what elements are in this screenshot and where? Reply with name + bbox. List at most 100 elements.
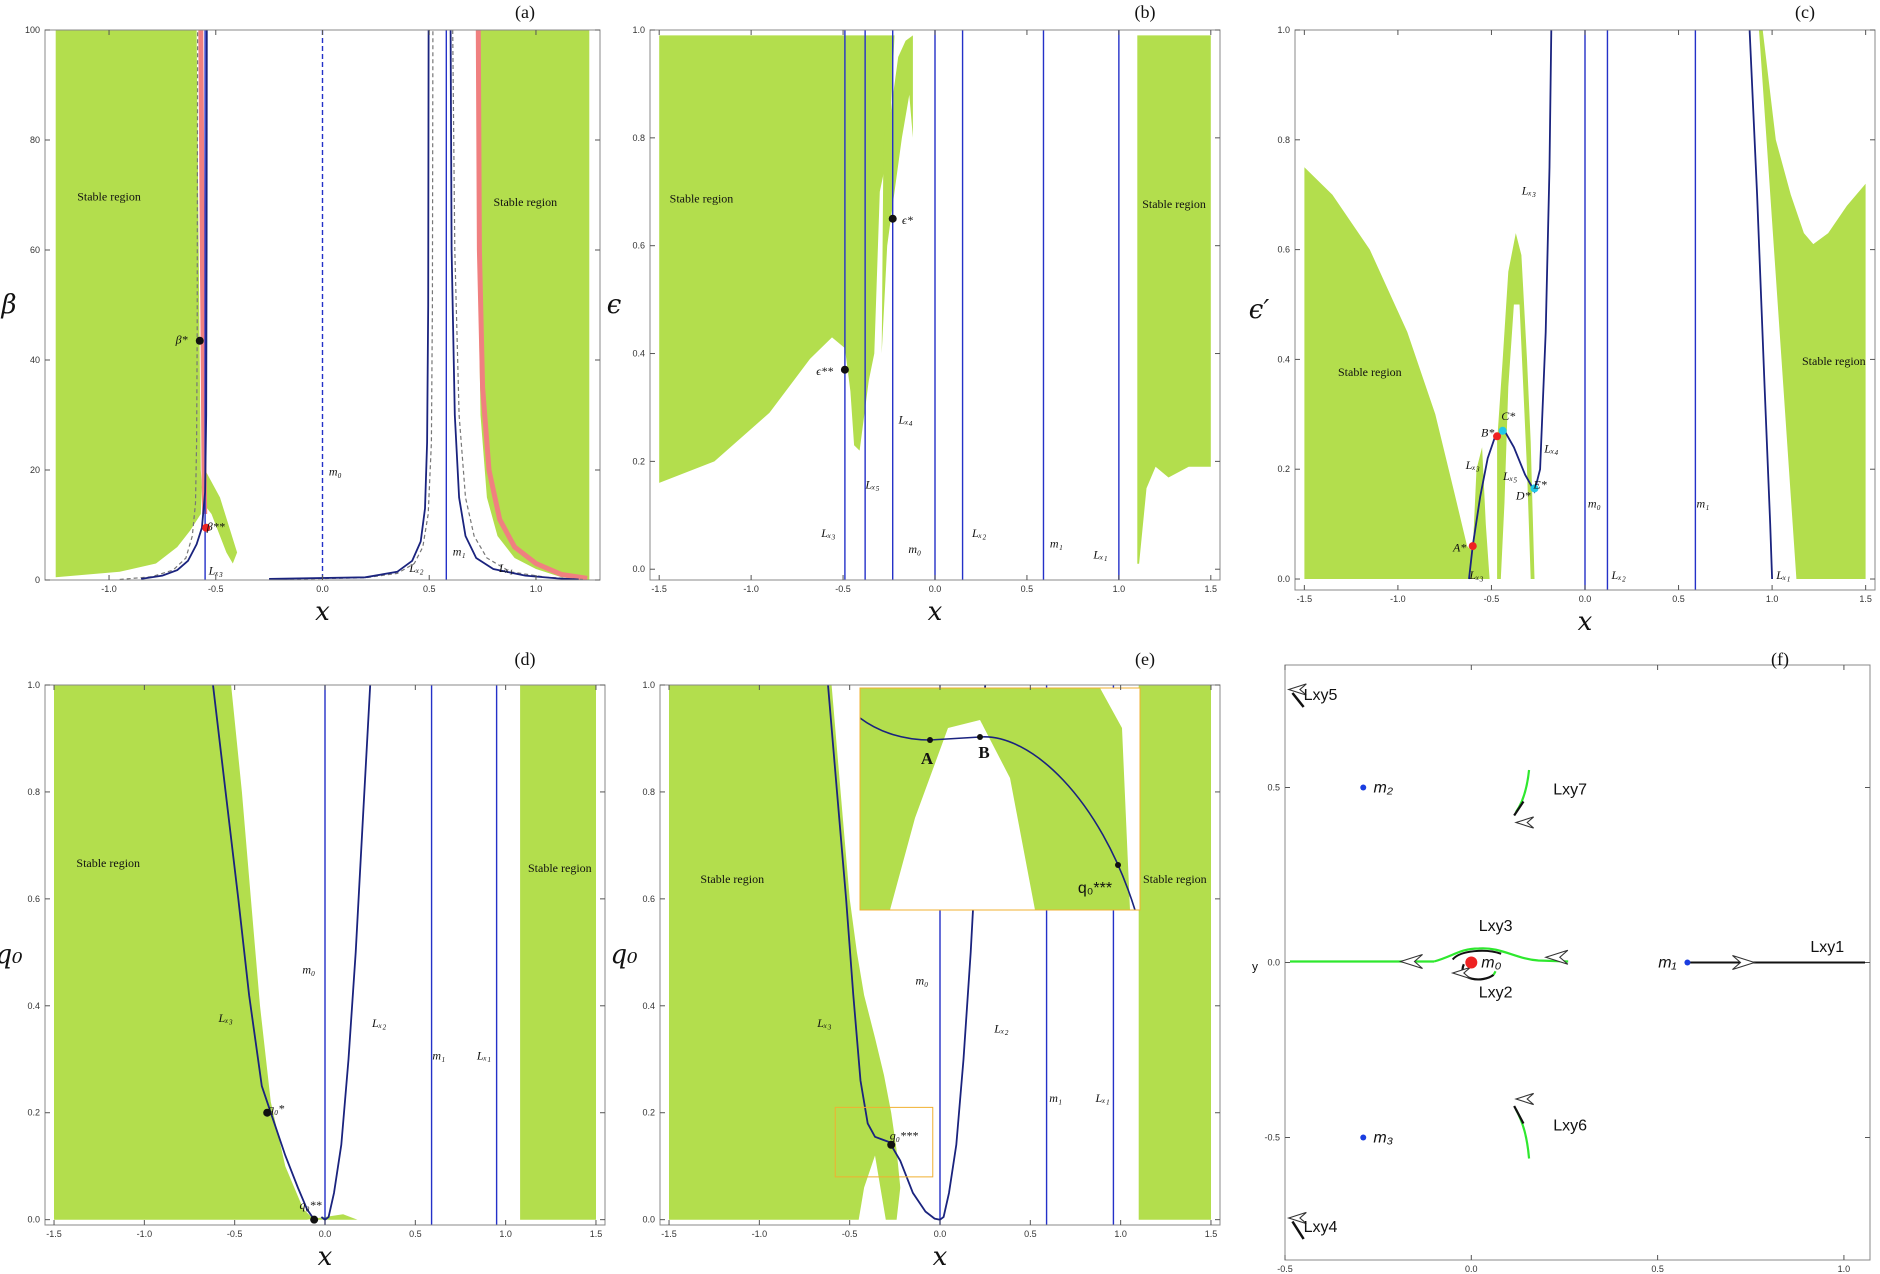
equilibrium-curve	[269, 30, 430, 580]
inset-stable-region	[860, 688, 1130, 910]
y-tick-label: 0.8	[632, 133, 645, 143]
x-axis-label: x	[315, 597, 330, 627]
y-axis-label: ϵ	[607, 290, 622, 320]
x-axis-label: x	[318, 1242, 333, 1272]
panel-label: (d)	[515, 649, 536, 670]
y-axis-label: y	[1252, 960, 1258, 974]
x-tick-label: 1.0	[1838, 1264, 1851, 1274]
x-tick-label: 0.5	[409, 1229, 422, 1239]
annotation-label: Stable region	[1802, 354, 1866, 368]
plot-area	[659, 30, 1211, 580]
x-axis-label: x	[1578, 607, 1593, 637]
equilibrium-curve	[827, 685, 941, 1221]
y-tick-label: 0.4	[632, 349, 645, 359]
panel-d: Stable region Stable region Lₓ₃ m₀ Lₓ₂ m₁ Lₓ₁ q…	[0, 649, 606, 1272]
annotation-label: Lₓ₃	[1468, 568, 1483, 582]
orbit-label: Lxy7	[1553, 782, 1587, 799]
panel-label: (e)	[1135, 649, 1155, 670]
y-axis-label: ϵ′	[1249, 295, 1270, 325]
annotation-label: Stable region	[493, 195, 557, 209]
x-tick-label: 1.0	[499, 1229, 512, 1239]
annotation-label: Stable region	[700, 872, 764, 886]
inset-label-b: B	[978, 743, 989, 762]
open-arrowhead-icon	[1286, 683, 1307, 696]
y-tick-label: 0.0	[1277, 574, 1290, 584]
annotation-label: Stable region	[670, 192, 734, 206]
y-tick-label: 1.0	[632, 25, 645, 35]
x-tick-label: 1.0	[1114, 1229, 1127, 1239]
panel-f: m₀ m₁ m₂ m₃ Lxy1 Lxy2 Lxy3 Lxy4 Lxy5 Lxy6 Lxy7 -0.5…	[1252, 649, 1871, 1274]
annotation-label: D*	[1515, 488, 1531, 502]
x-tick-label: 1.0	[1766, 594, 1779, 604]
y-tick-label: 0.4	[1277, 354, 1290, 364]
primary-body-point	[1684, 959, 1691, 966]
equilibrium-curve	[320, 685, 372, 1221]
annotation-label: Stable region	[77, 190, 141, 204]
orbit-lxy6	[1515, 1108, 1531, 1159]
y-tick-label: 0.2	[27, 1108, 40, 1118]
annotation-label: m₁	[432, 1048, 445, 1062]
open-arrowhead-icon	[1398, 953, 1423, 970]
panel-label: (c)	[1795, 2, 1815, 23]
x-tick-label: 0.5	[423, 584, 436, 594]
annotation-label: Lₓ₄	[1543, 442, 1558, 456]
x-tick-label: 0.0	[319, 1229, 332, 1239]
stable-region-area	[55, 30, 238, 578]
annotation-label: Lₓ₁	[1094, 1091, 1109, 1105]
annotation-label: Lₓ₂	[993, 1022, 1008, 1036]
stable-region-area	[520, 685, 596, 1220]
x-axis-label: x	[933, 1242, 948, 1272]
stable-region-area	[1138, 685, 1211, 1220]
y-tick-label: 60	[30, 245, 40, 255]
annotation-label: m₁	[1049, 1091, 1062, 1105]
y-axis-label: q₀	[610, 940, 638, 970]
panel-label: (f)	[1771, 649, 1789, 670]
open-arrowhead-icon	[1514, 816, 1534, 829]
inset-label-q: q₀***	[1078, 880, 1112, 897]
stable-region-area	[1137, 35, 1211, 564]
orbit-lxy3-dark	[1451, 949, 1502, 961]
annotation-label: Stable region	[528, 861, 592, 875]
zoom-box	[834, 1106, 934, 1178]
primary-body-label: m₂	[1374, 780, 1393, 797]
annotation-label: q₀**	[299, 1198, 321, 1212]
orbit-lxy7-dark	[1513, 800, 1525, 817]
orbit-lxy2-green	[1492, 970, 1497, 976]
stable-region-area	[669, 685, 901, 1220]
annotation-label: ϵ*	[902, 213, 913, 227]
marker-point	[202, 523, 211, 532]
inset-point-q	[1115, 862, 1121, 868]
annotation-label: m₁	[1696, 497, 1709, 511]
open-arrowhead-icon	[1732, 954, 1757, 971]
x-tick-label: 0.0	[929, 584, 942, 594]
panel-e: Stable region Stable region Lₓ₃ m₀ Lₓ₂ m₁ Lₓ₁ q…	[610, 649, 1221, 1272]
y-tick-label: 0.0	[632, 564, 645, 574]
stable-region-area	[478, 30, 590, 580]
y-tick-label: 1.0	[642, 680, 655, 690]
marker-point	[195, 336, 204, 345]
equilibrium-curve	[140, 30, 208, 580]
annotation-label: E*	[1532, 477, 1546, 491]
orbit-label: Lxy4	[1304, 1219, 1338, 1236]
y-tick-label: 0.4	[642, 1001, 655, 1011]
y-tick-label: 0.2	[632, 456, 645, 466]
y-tick-label: 0.0	[27, 1215, 40, 1225]
annotation-label: β**	[206, 520, 225, 534]
y-axis-label: q₀	[0, 940, 23, 970]
inset-frame	[859, 687, 1141, 911]
open-arrowhead-icon	[1514, 1092, 1534, 1106]
x-tick-label: -1.5	[651, 584, 667, 594]
panel-b: Stable region Stable region ϵ* ϵ** Lₓ₄ Lₓ₅ Lₓ₃…	[607, 2, 1221, 627]
primary-body-label: m₃	[1373, 1130, 1393, 1147]
x-tick-label: 0.0	[1465, 1264, 1478, 1274]
plot-area	[1304, 30, 1866, 590]
annotation-label: ϵ**	[816, 364, 833, 378]
y-tick-label: 0.6	[642, 894, 655, 904]
marker-point	[310, 1215, 319, 1224]
y-tick-label: 80	[30, 135, 40, 145]
y-tick-label: 40	[30, 355, 40, 365]
marker-point	[1468, 542, 1477, 551]
y-tick-label: 0.4	[27, 1001, 40, 1011]
stable-region-area	[1497, 233, 1535, 579]
